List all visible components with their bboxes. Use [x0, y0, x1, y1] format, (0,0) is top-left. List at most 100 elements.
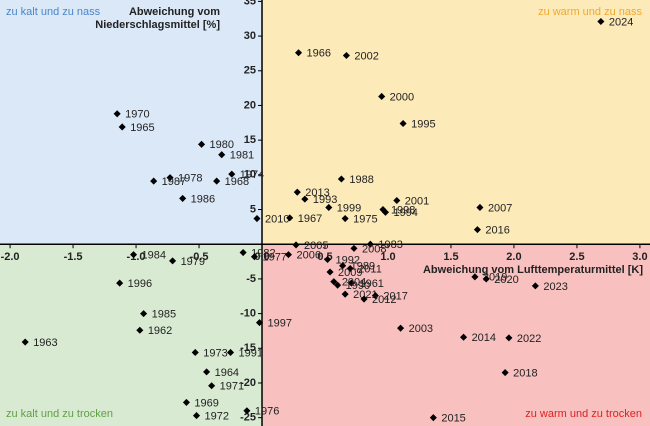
point: [191, 348, 199, 356]
point-label: 2020: [494, 274, 518, 286]
point-label: 1996: [128, 278, 152, 290]
point-label: 1973: [203, 347, 227, 359]
point-label: 2011: [358, 263, 382, 275]
point-label: 2021: [353, 289, 377, 301]
y-tick-label: -10: [240, 308, 256, 320]
point-label: 1988: [349, 174, 373, 186]
point: [325, 203, 333, 211]
point-label: 2001: [405, 195, 429, 207]
point: [166, 174, 174, 182]
quadrant-label: zu warm und zu nass: [538, 6, 642, 18]
y-axis-title: Niederschlagsmittel [%]: [95, 19, 220, 31]
point: [208, 382, 216, 390]
point-label: 2024: [609, 16, 633, 28]
point: [253, 215, 261, 223]
point: [334, 281, 342, 289]
point: [347, 279, 355, 287]
point: [476, 203, 484, 211]
point-label: 1991: [239, 347, 263, 359]
point-label: 2002: [354, 50, 378, 62]
point: [471, 273, 479, 281]
point: [460, 333, 468, 341]
point: [226, 348, 235, 356]
y-tick-label: -20: [240, 377, 256, 389]
point-label: 1997: [267, 318, 291, 330]
point: [21, 338, 29, 346]
point-label: 2007: [488, 202, 512, 214]
point-label: 1987: [162, 176, 186, 188]
point: [339, 262, 347, 270]
point-label: 2006: [296, 250, 320, 262]
point-label: 2008: [362, 243, 386, 255]
point-label: 1980: [210, 139, 234, 151]
point: [531, 282, 539, 290]
point-label: 1968: [225, 176, 249, 188]
point: [501, 369, 509, 377]
point: [378, 92, 386, 100]
point-label: 1981: [230, 150, 254, 162]
quadrant: [0, 244, 263, 426]
point-label: 2005: [304, 240, 328, 252]
point-label: 1971: [220, 381, 244, 393]
point: [140, 310, 148, 318]
point-label: 1963: [33, 337, 57, 349]
point-label: 1976: [255, 406, 279, 418]
x-tick-label: 1.5: [443, 251, 458, 263]
x-tick-label: 0.0: [254, 251, 269, 263]
y-tick-label: 30: [244, 30, 256, 42]
point: [341, 215, 349, 223]
point: [198, 140, 206, 148]
point: [366, 240, 374, 248]
point-label: 2017: [383, 290, 407, 302]
y-tick-label: 10: [244, 169, 256, 181]
point: [350, 244, 358, 252]
point-label: 1995: [411, 118, 435, 130]
point: [342, 51, 350, 60]
x-axis-title: Abweichung vom Lufttemperaturmittel [K]: [423, 264, 643, 276]
point-label: 2009: [338, 267, 362, 279]
point-label: 2022: [517, 333, 541, 345]
point: [182, 398, 190, 406]
x-tick-label: -0.5: [190, 251, 209, 263]
x-tick-label: 2.0: [506, 251, 521, 263]
point-label: 1993: [313, 194, 337, 206]
point: [505, 334, 513, 342]
y-tick-label: 5: [250, 203, 256, 215]
point-label: 1998: [391, 204, 415, 216]
point: [243, 407, 251, 415]
point-label: 2019: [483, 272, 507, 284]
point: [118, 123, 126, 131]
point: [429, 414, 437, 422]
point-label: 2012: [372, 294, 396, 306]
point-label: 1989: [351, 261, 375, 273]
point-label: 2013: [305, 187, 329, 199]
point: [473, 226, 481, 234]
point-label: 2023: [543, 281, 567, 293]
point: [397, 324, 405, 332]
point-label: 1965: [130, 122, 154, 134]
point-label: 2018: [513, 367, 537, 379]
point: [136, 326, 144, 334]
point: [482, 275, 490, 283]
point-label: 2000: [390, 91, 414, 103]
point: [597, 17, 605, 26]
point: [323, 255, 332, 264]
point: [360, 295, 368, 303]
point-label: 1986: [191, 193, 215, 205]
point-label: 2003: [409, 323, 433, 335]
y-tick-label: 15: [244, 134, 256, 146]
point-label: 1984: [142, 250, 166, 262]
point: [381, 208, 390, 216]
point-label: 1969: [194, 397, 218, 409]
point: [292, 241, 300, 249]
point: [255, 319, 264, 327]
x-tick-label: 2.5: [569, 251, 584, 263]
point-label: 1964: [215, 367, 239, 379]
point-label: 1985: [152, 309, 176, 321]
point: [371, 292, 379, 300]
point: [393, 196, 401, 205]
x-tick-label: 1.0: [380, 251, 395, 263]
point: [192, 412, 201, 420]
